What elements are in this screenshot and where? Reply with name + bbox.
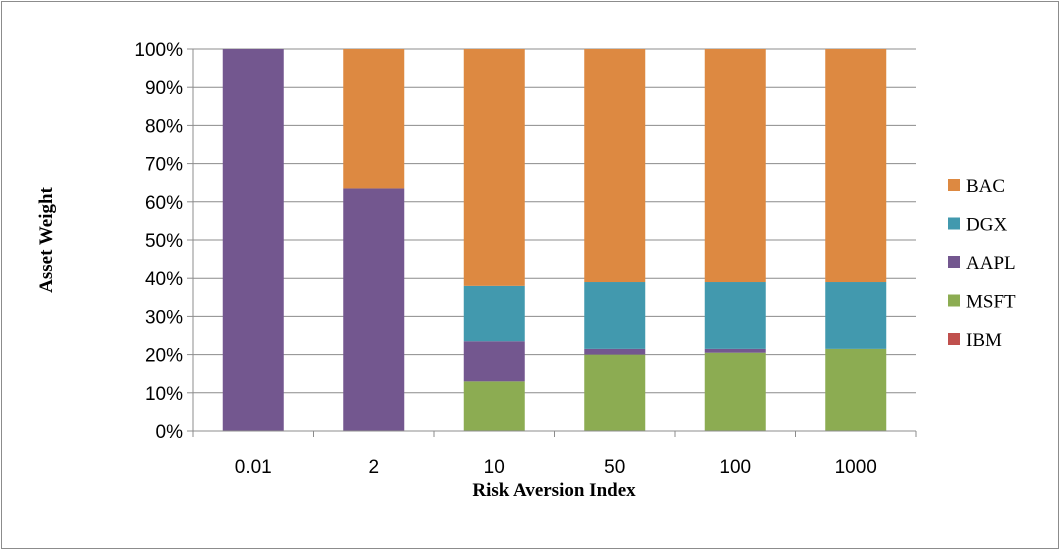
legend-swatch-bac	[948, 179, 960, 191]
y-tick-label: 30%	[145, 307, 183, 328]
y-tick-label: 80%	[145, 116, 183, 137]
bar-bac-1000	[825, 49, 887, 283]
y-axis-title: Asset Weight	[36, 186, 57, 292]
bar-msft-1000	[825, 348, 887, 431]
x-tick-label: 100	[719, 457, 751, 478]
bar-msft-50	[584, 354, 646, 431]
x-tick-label: 50	[604, 457, 625, 478]
bar-dgx-100	[704, 282, 766, 349]
y-tick-label: 10%	[145, 384, 183, 405]
y-tick-label: 20%	[145, 346, 183, 367]
bar-aapl-10	[463, 341, 525, 382]
y-tick-label: 40%	[145, 269, 183, 290]
x-axis-title: Risk Aversion Index	[472, 480, 636, 501]
bar-dgx-1000	[825, 282, 887, 349]
bar-msft-10	[463, 381, 525, 431]
legend: BAC DGX AAPL MSFT IBM	[948, 176, 1016, 351]
legend-swatch-aapl	[948, 256, 960, 268]
y-tick-label: 90%	[145, 78, 183, 99]
x-tick-label: 1000	[835, 457, 877, 478]
bar-bac-2	[343, 49, 405, 189]
y-tick-label: 0%	[156, 422, 184, 443]
x-tick-label: 10	[484, 457, 505, 478]
legend-label-bac: BAC	[966, 176, 1005, 197]
bar-dgx-50	[584, 282, 646, 349]
bar-msft-100	[704, 352, 766, 431]
bar-aapl-2	[343, 188, 405, 431]
bars	[222, 49, 887, 431]
legend-swatch-dgx	[948, 217, 960, 230]
y-tick-label: 70%	[145, 155, 183, 176]
legend-label-msft: MSFT	[966, 292, 1016, 313]
bar-aapl-0.01	[222, 49, 284, 431]
legend-label-aapl: AAPL	[966, 253, 1016, 274]
legend-swatch-ibm	[948, 333, 960, 345]
y-tick-label: 100%	[134, 40, 183, 61]
gridlines	[193, 48, 916, 394]
y-tick-labels: 0% 10% 20% 30% 40% 50% 60% 70% 80% 90% 100%	[134, 40, 183, 443]
x-tick-labels: 0.01 2 10 50 100 1000	[235, 457, 877, 478]
bar-dgx-10	[463, 285, 525, 342]
legend-label-dgx: DGX	[966, 215, 1007, 236]
legend-swatch-msft	[948, 294, 960, 307]
legend-label-ibm: IBM	[966, 330, 1002, 351]
x-tick-label: 0.01	[235, 457, 272, 478]
y-tick-label: 50%	[145, 231, 183, 252]
bar-bac-10	[463, 49, 525, 286]
bar-aapl-100	[704, 348, 766, 353]
x-tick-label: 2	[368, 457, 379, 478]
bar-aapl-50	[584, 348, 646, 355]
y-tick-label: 60%	[145, 193, 183, 214]
axes	[187, 48, 917, 437]
bar-bac-50	[584, 49, 646, 283]
bar-bac-100	[704, 49, 766, 283]
